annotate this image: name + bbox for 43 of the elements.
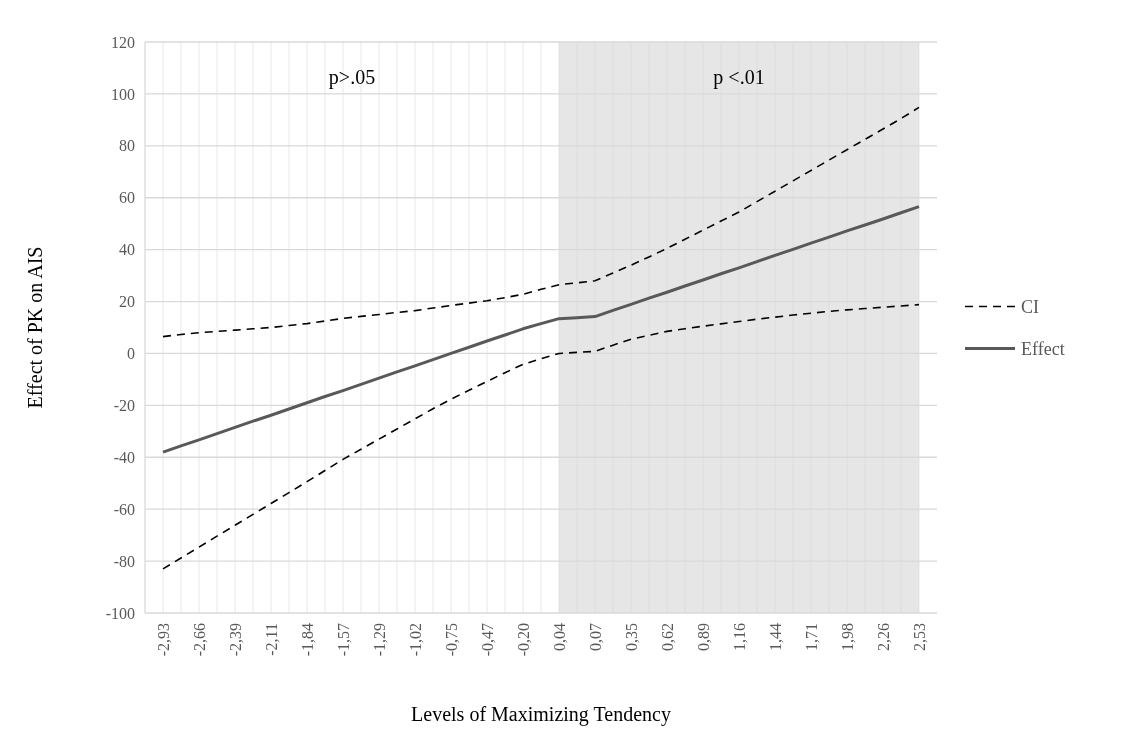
x-tick-label: -1,02	[406, 623, 424, 657]
x-tick-label: -0,47	[478, 623, 496, 657]
line-series	[162, 106, 920, 338]
y-tick-label: 20	[119, 293, 135, 311]
x-tick-label: 2,53	[910, 623, 928, 651]
x-tick-label: 0,35	[622, 623, 640, 651]
y-tick-label: 60	[119, 189, 135, 207]
annotation: p>.05	[328, 66, 376, 89]
x-tick-label: 0,62	[658, 623, 676, 651]
x-tick-label: -0,20	[514, 623, 532, 657]
y-tick-label: 120	[111, 33, 135, 51]
x-tick-label: 0,07	[586, 623, 604, 651]
x-tick-label: 1,98	[838, 623, 856, 651]
x-tick-label: -1,84	[298, 623, 316, 657]
x-tick-label: 0,89	[694, 623, 712, 651]
y-tick-label: -100	[105, 604, 135, 622]
x-tick-label: 1,16	[730, 623, 748, 651]
x-axis-title: Levels of Maximizing Tendency	[411, 703, 671, 726]
x-tick-label: -2,39	[226, 623, 244, 657]
x-tick-label: -2,93	[154, 623, 172, 657]
y-tick-label: -60	[113, 500, 135, 518]
line-series	[162, 303, 920, 570]
line-series	[161, 205, 921, 454]
x-tick-label: -0,75	[442, 623, 460, 657]
y-tick-label: 40	[119, 241, 135, 259]
x-tick-label: 1,71	[802, 623, 820, 651]
y-axis-title: Effect of PK on AIS	[24, 246, 46, 409]
x-tick-label: 0,04	[550, 623, 568, 651]
legend-label: Effect	[1021, 338, 1065, 359]
y-tick-label: 100	[111, 85, 135, 103]
legend-label: CI	[1021, 296, 1040, 317]
y-tick-label: -20	[113, 396, 135, 414]
y-tick-label: -80	[113, 552, 135, 570]
y-tick-label: 0	[127, 345, 135, 363]
x-tick-label: -1,29	[370, 623, 388, 657]
x-tick-label: -2,11	[262, 623, 280, 656]
y-tick-label: 80	[119, 137, 135, 155]
x-tick-label: -1,57	[334, 623, 352, 657]
y-tick-label: -40	[113, 448, 135, 466]
x-tick-label: 1,44	[766, 623, 784, 651]
x-tick-label: -2,66	[190, 623, 208, 657]
x-tick-label: 2,26	[874, 623, 892, 651]
band-label: p <.01	[713, 66, 765, 89]
